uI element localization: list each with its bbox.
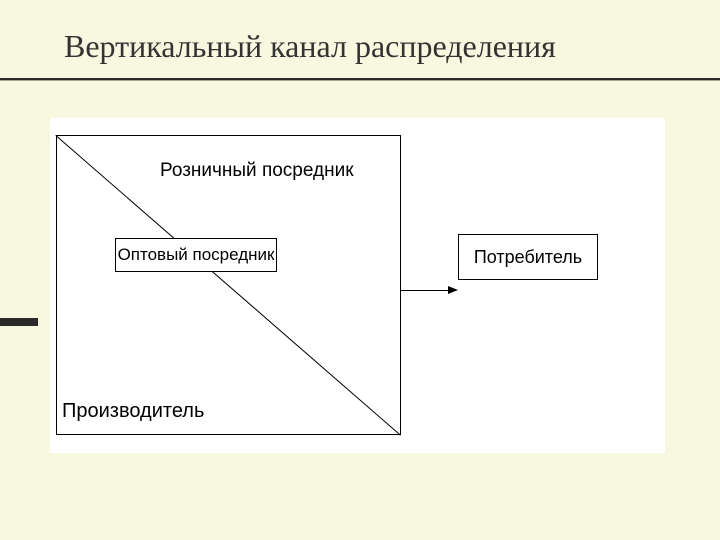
node-wholesale-box: Оптовый посредник — [115, 238, 277, 272]
node-producer-label: Производитель — [62, 400, 204, 423]
wholesale-text: Оптовый посредник — [118, 245, 275, 265]
node-retail-label: Розничный посредник — [160, 160, 354, 182]
consumer-text: Потребитель — [474, 247, 582, 268]
side-accent-bar — [0, 318, 38, 326]
slide-title: Вертикальный канал распределения — [64, 28, 556, 65]
arrow-line — [401, 290, 450, 291]
retail-text: Розничный посредник — [160, 160, 354, 181]
arrow-head-icon — [448, 286, 458, 294]
producer-text: Производитель — [62, 400, 204, 422]
node-consumer-box: Потребитель — [458, 234, 598, 280]
title-underline-light — [0, 80, 720, 81]
